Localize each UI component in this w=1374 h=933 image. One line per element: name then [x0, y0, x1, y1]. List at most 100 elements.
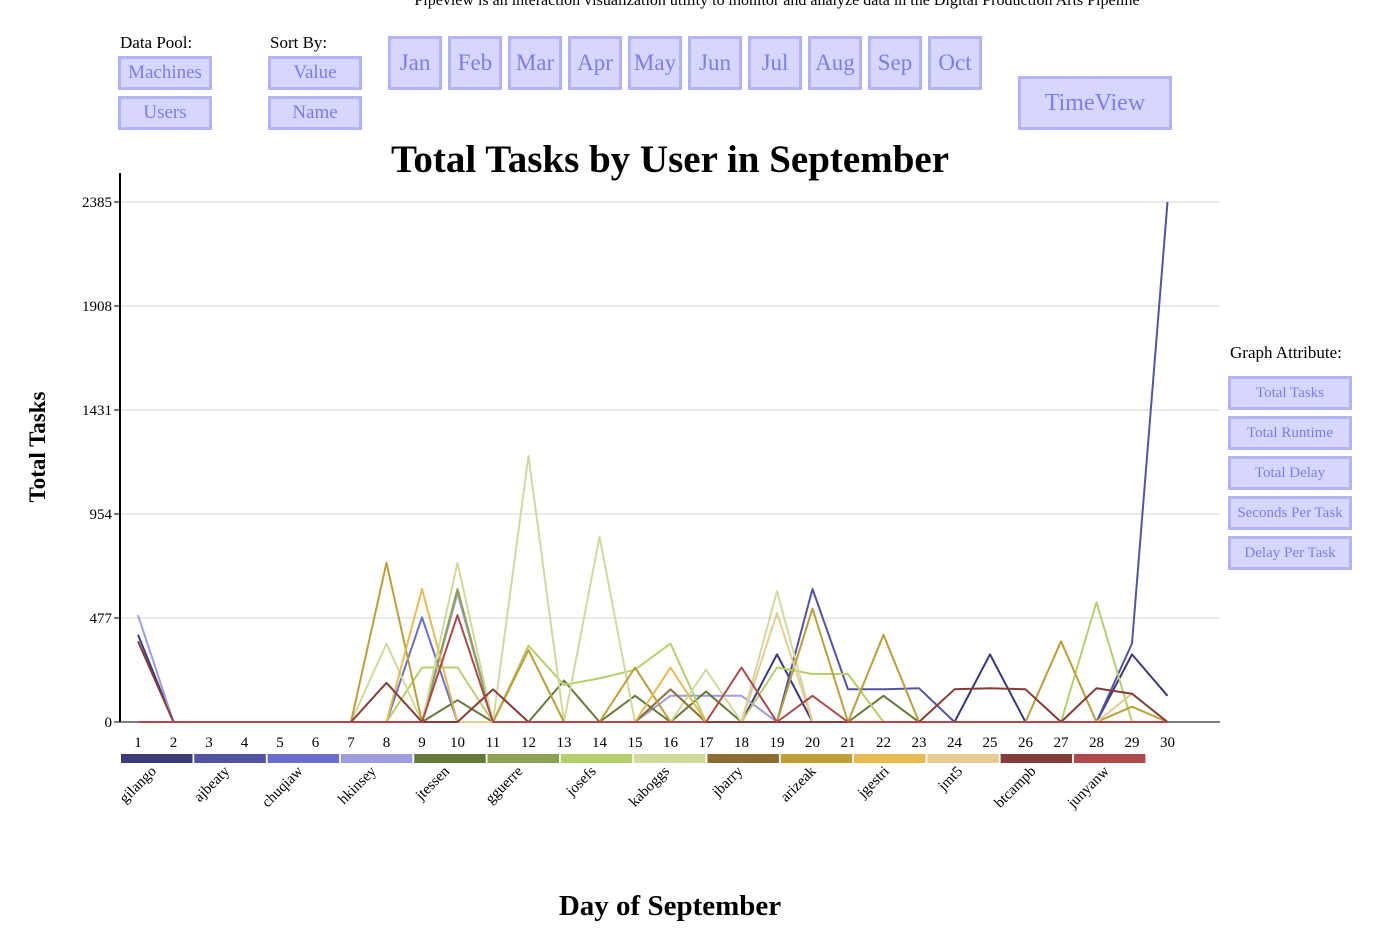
month-sep-button[interactable]: Sep — [868, 36, 922, 90]
chart-title: Total Tasks by User in September — [390, 138, 950, 181]
x-tick-label: 11 — [486, 735, 500, 751]
x-tick-label: 16 — [663, 735, 679, 751]
x-tick-label: 26 — [1018, 735, 1034, 751]
legend-label-gguerre: gguerre — [483, 763, 527, 807]
x-tick-label: 17 — [699, 735, 715, 751]
x-tick-label: 21 — [841, 735, 856, 751]
page-subtitle: Pipeview is an interaction visualization… — [414, 0, 1140, 9]
x-tick-label: 15 — [628, 735, 643, 751]
legend-label-josefs: josefs — [563, 763, 600, 800]
legend-label-hkinsey: hkinsey — [335, 763, 380, 808]
x-tick-label: 29 — [1125, 735, 1140, 751]
month-feb-button[interactable]: Feb — [448, 36, 502, 90]
timeview-button[interactable]: TimeView — [1018, 76, 1172, 130]
legend-label-arizeak: arizeak — [778, 763, 820, 805]
month-oct-button[interactable]: Oct — [928, 36, 982, 90]
legend-label-jtessen: jtessen — [412, 763, 453, 804]
month-jul-button[interactable]: Jul — [748, 36, 802, 90]
x-tick-label: 30 — [1160, 735, 1175, 751]
legend-label-btcampb: btcampb — [992, 764, 1040, 812]
legend-label-ajbeaty: ajbeaty — [191, 763, 233, 805]
sort-by-label: Sort By: — [270, 33, 328, 52]
x-tick-label: 23 — [912, 735, 927, 751]
month-apr-button[interactable]: Apr — [568, 36, 622, 90]
y-tick-label: 0 — [105, 715, 113, 731]
x-tick-label: 28 — [1089, 735, 1104, 751]
y-tick-label: 954 — [90, 507, 113, 523]
attr-seconds-per-task-button[interactable]: Seconds Per Task — [1228, 496, 1352, 530]
legend-swatch-josefs — [560, 754, 633, 763]
y-tick-label: 1431 — [82, 403, 112, 419]
data-pool-users-button[interactable]: Users — [118, 96, 212, 130]
legend-swatch-jtessen — [414, 754, 486, 763]
graph-attribute-label: Graph Attribute: — [1230, 343, 1342, 362]
legend-label-kaboggs: kaboggs — [626, 763, 673, 810]
data-pool-machines-button[interactable]: Machines — [118, 56, 212, 90]
legend-label-jgestri: jgestri — [854, 764, 893, 803]
sort-by-name-button[interactable]: Name — [268, 96, 362, 130]
attr-total-tasks-button[interactable]: Total Tasks — [1228, 376, 1352, 410]
legend-swatch-btcampb — [1000, 754, 1073, 763]
grid-lines — [120, 201, 1220, 619]
legend-label-junyanw: junyanw — [1064, 763, 1113, 812]
x-tick-label: 19 — [770, 735, 785, 751]
legend-swatch-jbarry — [707, 754, 779, 763]
y-tick-label: 477 — [90, 611, 113, 627]
series-line-jtessen — [138, 679, 1168, 723]
x-tick-label: 18 — [734, 735, 749, 751]
month-jan-button[interactable]: Jan — [388, 36, 442, 90]
y-tick-label: 1908 — [82, 299, 112, 315]
legend-label-chuqiaw: chuqiaw — [259, 763, 306, 810]
legend-swatch-chuqiaw — [267, 754, 340, 763]
attr-total-runtime-button[interactable]: Total Runtime — [1228, 416, 1352, 450]
x-tick-label: 25 — [983, 735, 998, 751]
legend-swatch-jmt5 — [927, 754, 999, 763]
month-mar-button[interactable]: Mar — [508, 36, 562, 90]
series-line-junyanw — [138, 614, 1168, 723]
legend-swatch-hkinsey — [340, 754, 413, 763]
attr-total-delay-button[interactable]: Total Delay — [1228, 456, 1352, 490]
legend-swatch-gilango — [121, 754, 193, 763]
x-tick-label: 24 — [947, 735, 963, 751]
x-tick-label: 6 — [312, 735, 320, 751]
x-tick-label: 3 — [205, 735, 213, 751]
legend-swatch-junyanw — [1073, 754, 1146, 763]
x-tick-label: 2 — [170, 735, 178, 751]
sort-by-value-button[interactable]: Value — [268, 56, 362, 90]
x-tick-label: 5 — [276, 735, 284, 751]
x-tick-label: 4 — [241, 735, 249, 751]
series-line-josefs — [138, 601, 1168, 723]
legend-swatch-arizeak — [780, 754, 853, 763]
x-tick-label: 10 — [450, 735, 465, 751]
legend-swatch-kaboggs — [634, 754, 706, 763]
series-line-ajbeaty — [138, 201, 1169, 723]
x-tick-label: 14 — [592, 735, 608, 751]
x-tick-label: 9 — [418, 735, 426, 751]
x-tick-label: 12 — [521, 735, 536, 751]
legend: gilango ajbeaty chuqiaw hkinsey jtessen gguer… — [117, 754, 1146, 812]
month-may-button[interactable]: May — [628, 36, 682, 90]
month-jun-button[interactable]: Jun — [688, 36, 742, 90]
series-lines — [137, 201, 1169, 723]
legend-swatch-ajbeaty — [194, 754, 266, 763]
legend-swatch-gguerre — [487, 754, 559, 763]
data-pool-label: Data Pool: — [120, 33, 193, 52]
x-tick-label: 1 — [134, 735, 142, 751]
legend-label-gilango: gilango — [117, 764, 160, 807]
x-tick-label: 8 — [383, 735, 391, 751]
series-line-kaboggs — [138, 455, 1168, 723]
legend-swatch-jgestri — [854, 754, 926, 763]
x-tick-label: 20 — [805, 735, 820, 751]
attr-delay-per-task-button[interactable]: Delay Per Task — [1228, 536, 1352, 570]
legend-label-jbarry: jbarry — [709, 763, 747, 801]
month-aug-button[interactable]: Aug — [808, 36, 862, 90]
x-tick-label: 13 — [557, 735, 572, 751]
legend-label-jmt5: jmt5 — [935, 764, 966, 795]
x-tick-label: 22 — [876, 735, 891, 751]
y-tick-label: 2385 — [82, 195, 112, 211]
x-tick-label: 7 — [347, 735, 355, 751]
x-axis-title: Day of September — [558, 890, 782, 922]
x-tick-label: 27 — [1054, 735, 1070, 751]
